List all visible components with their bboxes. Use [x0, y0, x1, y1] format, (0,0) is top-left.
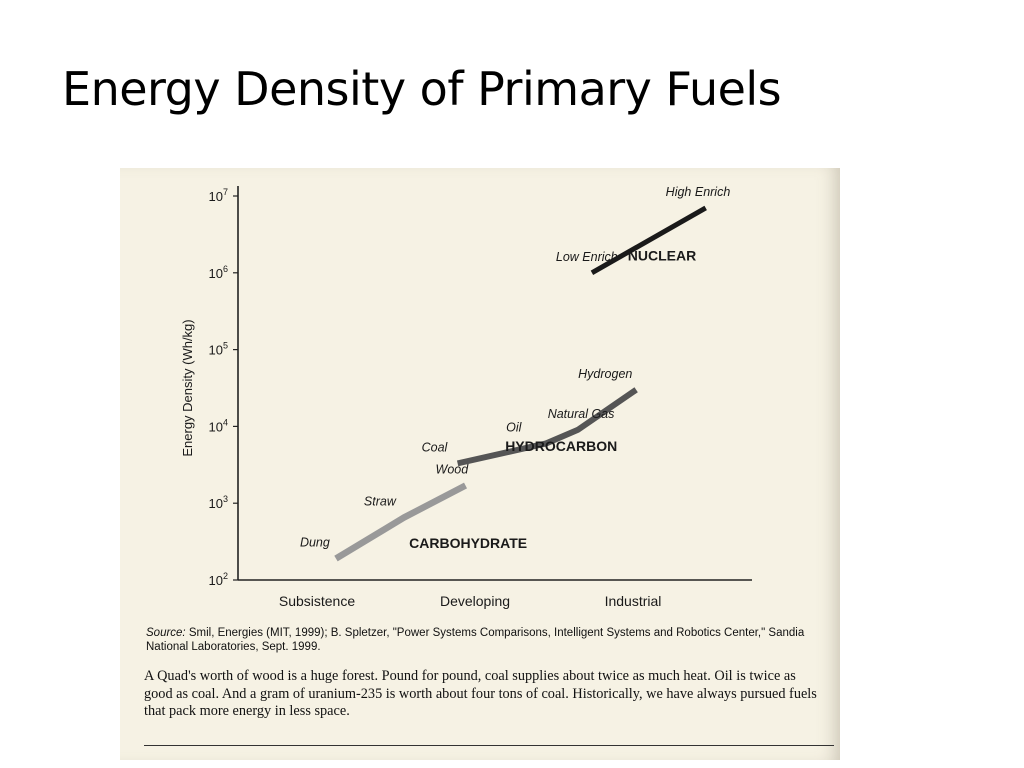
y-tick-label: 104 [209, 417, 228, 434]
series-band-1 [456, 387, 638, 467]
y-tick-label: 106 [209, 264, 228, 281]
series-group-label: NUCLEAR [628, 247, 696, 263]
point-label: High Enrich [666, 185, 731, 199]
scanned-figure: 102 103 104 105 106 107 Energy Density (Wh/kg)… [120, 168, 840, 760]
y-tick-label: 103 [209, 494, 228, 511]
series-group-label: HYDROCARBON [505, 438, 617, 454]
point-label: Oil [506, 420, 522, 434]
x-category-label: Industrial [605, 593, 662, 609]
source-caption: Source: Smil, Energies (MIT, 1999); B. S… [146, 626, 816, 654]
source-label: Source: [146, 627, 186, 639]
source-text: Smil, Energies (MIT, 1999); B. Spletzer,… [146, 627, 805, 653]
point-label: Straw [364, 495, 397, 509]
y-axis-label: Energy Density (Wh/kg) [180, 319, 195, 456]
point-label: Low Enrich [556, 250, 618, 264]
y-tick-label: 105 [209, 341, 228, 358]
bottom-divider [144, 745, 834, 746]
point-label: Natural Gas [548, 407, 615, 421]
x-category-label: Developing [440, 593, 510, 609]
series-band-0 [334, 482, 468, 562]
series-group-label: CARBOHYDRATE [409, 535, 527, 551]
y-tick-label: 107 [209, 187, 228, 204]
body-text: A Quad's worth of wood is a huge forest.… [144, 668, 817, 719]
x-category-label: Subsistence [279, 593, 355, 609]
point-label: Hydrogen [578, 367, 632, 381]
y-tick-label: 102 [209, 571, 228, 588]
series-band-2 [590, 205, 707, 275]
point-label: Dung [300, 536, 330, 550]
energy-density-chart: 102 103 104 105 106 107 Energy Density (Wh/kg)… [180, 185, 752, 609]
slide-title: Energy Density of Primary Fuels [62, 62, 782, 116]
point-label: Wood [436, 463, 470, 477]
point-label: Coal [422, 440, 449, 454]
